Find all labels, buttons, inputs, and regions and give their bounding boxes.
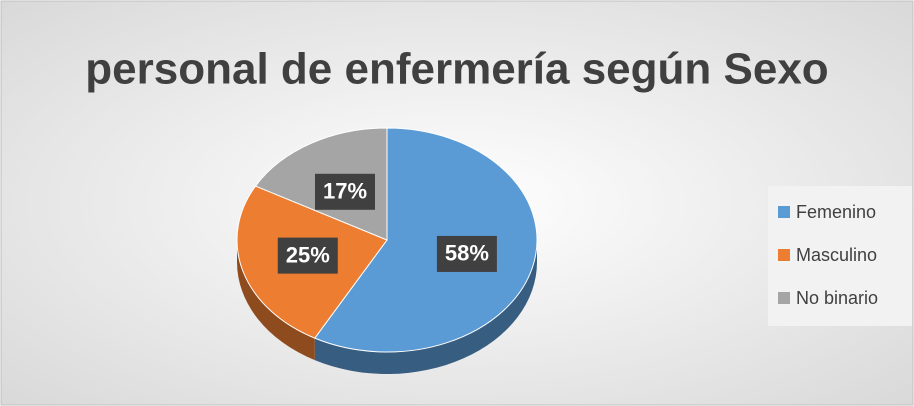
legend-label: Masculino: [796, 245, 877, 265]
slice-side: [314, 240, 537, 375]
legend-swatch: [778, 206, 790, 218]
slice: [313, 127, 538, 353]
legend-label: No binario: [796, 288, 878, 308]
data-label-box: [436, 235, 497, 272]
slice-side: [237, 240, 315, 361]
legend-label: Femenino: [796, 202, 876, 222]
data-label: 25%: [286, 242, 330, 267]
chart-title: personal de enfermería según Sexo: [85, 45, 828, 94]
data-label-box: [277, 237, 338, 274]
data-label: 17%: [323, 179, 367, 204]
data-label-box: [315, 173, 376, 210]
legend-box: [768, 186, 912, 326]
legend-swatch: [778, 249, 790, 261]
legend-swatch: [778, 292, 790, 304]
data-label: 58%: [445, 241, 489, 266]
